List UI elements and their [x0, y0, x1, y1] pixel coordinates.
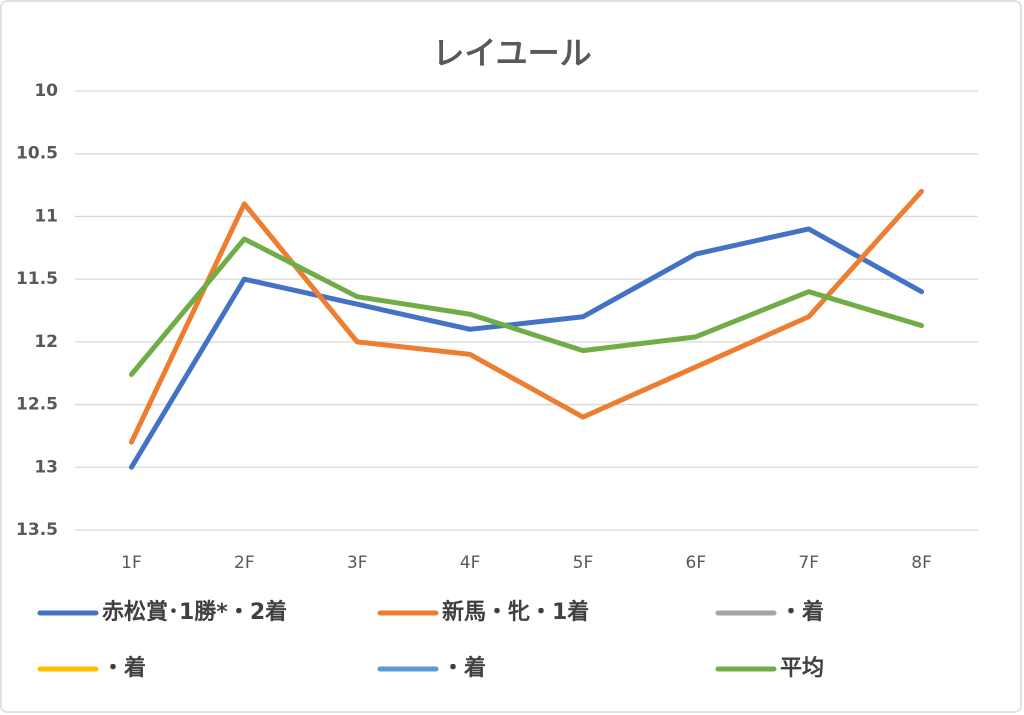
y-tick-label: 10 — [34, 81, 58, 101]
legend-label: ・着 — [442, 655, 486, 681]
y-tick-label: 11 — [34, 206, 58, 226]
legend-label: 赤松賞･1勝*・2着 — [102, 599, 287, 625]
chart-title: レイユール — [432, 34, 591, 72]
legend-label: 新馬・牝・1着 — [442, 599, 589, 625]
x-tick-label: 5F — [573, 553, 594, 573]
x-tick-label: 4F — [460, 553, 481, 573]
x-tick-label: 1F — [121, 553, 142, 573]
y-tick-label: 12.5 — [16, 395, 58, 415]
x-tick-label: 8F — [911, 553, 932, 573]
x-tick-label: 2F — [234, 553, 255, 573]
y-tick-label: 13.5 — [16, 520, 58, 540]
legend-label: 平均 — [780, 655, 824, 681]
x-tick-label: 3F — [347, 553, 368, 573]
y-tick-label: 13 — [34, 457, 58, 477]
y-tick-label: 10.5 — [16, 144, 58, 164]
series-line — [128, 226, 925, 470]
legend-label: ・着 — [780, 599, 824, 625]
series-line — [128, 188, 925, 445]
x-tick-label: 7F — [798, 553, 819, 573]
y-tick-label: 11.5 — [16, 269, 58, 289]
legend-label: ・着 — [102, 655, 146, 681]
series-line — [128, 236, 925, 377]
x-tick-label: 6F — [686, 553, 707, 573]
y-tick-label: 12 — [34, 332, 58, 352]
